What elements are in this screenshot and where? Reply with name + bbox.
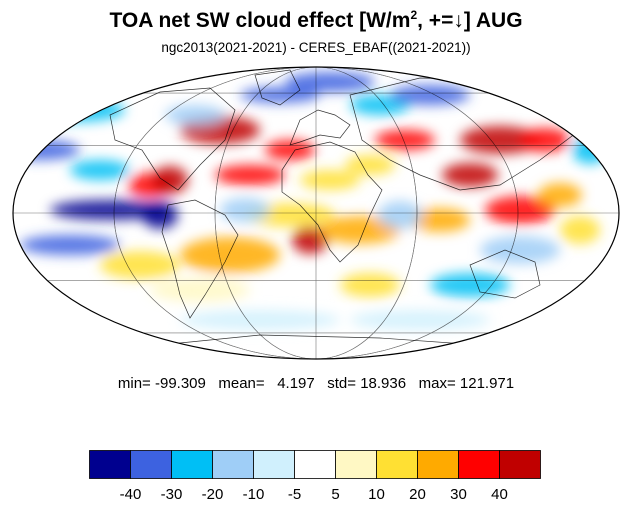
longitude-line (214, 67, 418, 359)
colorbar-tick-label: 40 (491, 486, 508, 503)
colorbar-swatch (335, 450, 377, 479)
colorbar-tick-label: 10 (368, 486, 385, 503)
plot-subtitle: ngc2013(2021-2021) - CERES_EBAF((2021-20… (161, 40, 471, 55)
colorbar-swatch (89, 450, 131, 479)
colorbar-tick-label: 5 (331, 486, 340, 503)
map-border (12, 66, 620, 360)
colorbar-swatch (499, 450, 541, 479)
coast-greenland (254, 69, 301, 106)
colorbar (89, 450, 541, 479)
coast-south-america (161, 199, 239, 319)
colorbar-swatch (253, 450, 295, 479)
statistics-line: min= -99.309 mean= 4.197 std= 18.936 max… (117, 375, 515, 392)
coast-africa (281, 141, 383, 263)
colorbar-swatch (417, 450, 459, 479)
colorbar-swatch (294, 450, 336, 479)
colorbar-swatch (458, 450, 500, 479)
colorbar-tick-label: -10 (242, 486, 265, 503)
colorbar-tick-label: -30 (160, 486, 183, 503)
coast-antarctica (159, 334, 481, 346)
colorbar-swatch (171, 450, 213, 479)
colorbar-tick-label: -20 (201, 486, 224, 503)
colorbar-swatch (130, 450, 172, 479)
colorbar-swatch (376, 450, 418, 479)
coast-australia (469, 249, 541, 299)
colorbar-tick-label: 20 (409, 486, 426, 503)
coast-europe (289, 109, 351, 146)
longitude-line (113, 67, 519, 359)
colorbar-tick-label: -5 (287, 486, 302, 503)
plot-title: TOA net SW cloud effect [W/m2, +=↓] AUG (109, 8, 523, 32)
colorbar-tick-label: 30 (450, 486, 467, 503)
colorbar-tick-label: -40 (119, 486, 142, 503)
coast-north-america (109, 87, 236, 191)
colorbar-swatch (212, 450, 254, 479)
